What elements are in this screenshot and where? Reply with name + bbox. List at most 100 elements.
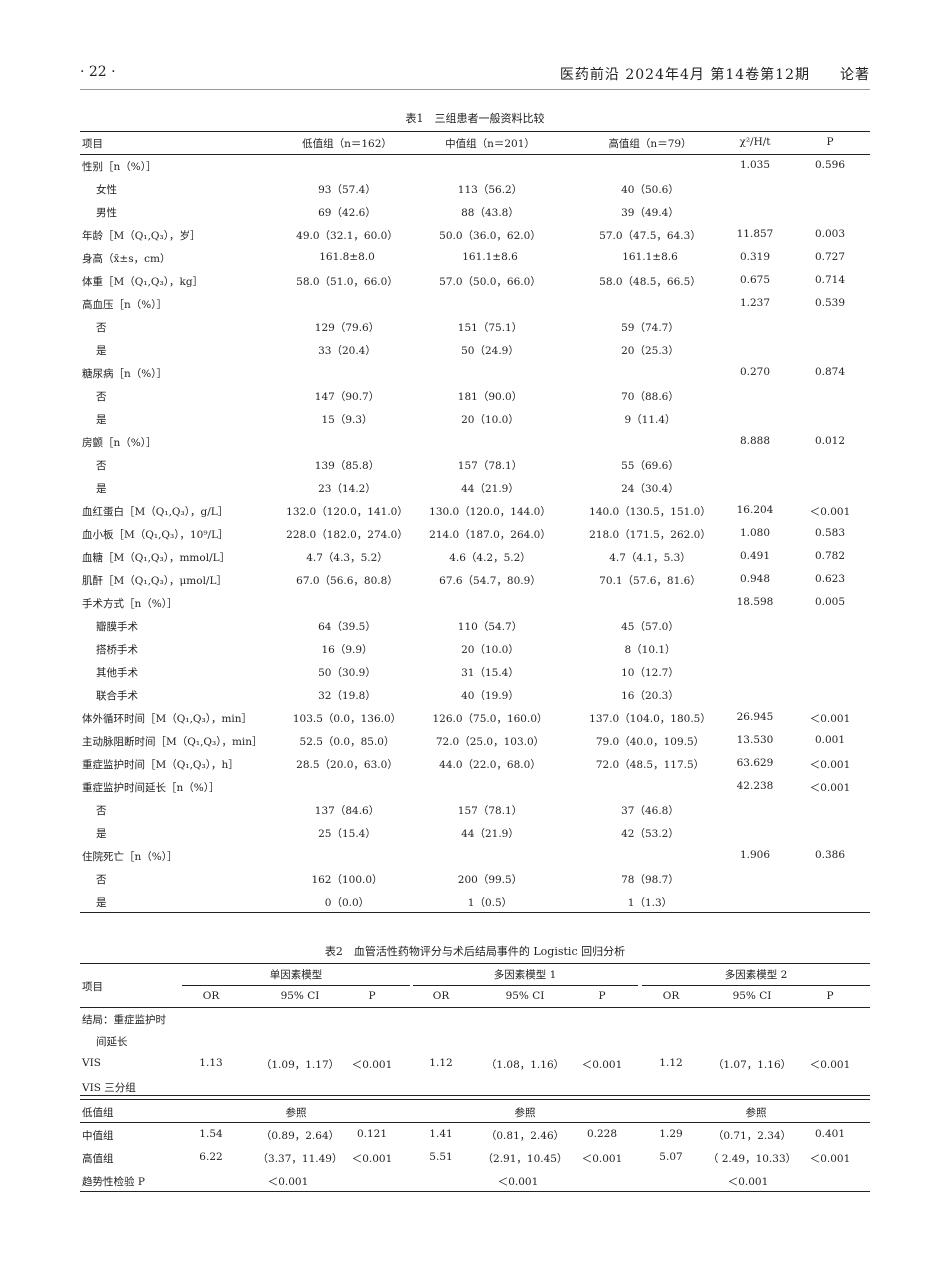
table-cell: 0.003	[814, 228, 846, 240]
reference-cell: 参照	[285, 1107, 307, 1119]
row-label: 中值组	[82, 1130, 114, 1142]
table-cell: 72.0（25.0，103.0）	[435, 736, 545, 748]
table-cell: 39（49.4）	[621, 207, 679, 219]
table-cell: 0.948	[739, 573, 771, 585]
table-cell: 40（19.9）	[461, 690, 519, 702]
table-cell: 0.012	[814, 435, 846, 447]
table2-top-rule	[80, 963, 870, 964]
table-cell: （1.09，1.17）	[260, 1059, 340, 1071]
table-cell: 6.22	[199, 1151, 223, 1163]
table-cell: 1.237	[739, 297, 771, 309]
table-cell: 37（46.8）	[621, 805, 679, 817]
table-cell: 50.0（36.0，62.0）	[439, 230, 541, 242]
row-label: 是	[96, 828, 107, 840]
table-cell: 137（84.6）	[314, 805, 380, 817]
table-cell: 70.1（57.6，81.6）	[599, 575, 701, 587]
table-cell: 228.0（182.0，274.0）	[286, 529, 408, 541]
table-cell: 24（30.4）	[621, 483, 679, 495]
row-label: 低值组	[82, 1107, 114, 1119]
table-cell: 130.0（120.0，144.0）	[429, 506, 551, 518]
column-header: 低值组（n＝162）	[302, 138, 392, 150]
row-label: 高值组	[82, 1153, 114, 1165]
table-cell: 4.7（4.1，5.3）	[609, 552, 691, 564]
column-header: 项目	[82, 138, 103, 150]
table-cell: （0.71，2.34）	[712, 1130, 792, 1142]
header-rule	[80, 89, 870, 90]
table2-bottom-rule	[80, 1191, 870, 1192]
table-cell: 23（14.2）	[318, 483, 376, 495]
table-cell: 40（50.6）	[621, 184, 679, 196]
table-cell: 0.714	[814, 274, 846, 286]
table-cell: 1.13	[199, 1057, 223, 1069]
row-label: VIS 三分组	[82, 1082, 136, 1094]
table-cell: 57.0（47.5，64.3）	[599, 230, 701, 242]
table-cell: 5.51	[429, 1151, 453, 1163]
table-cell: 0.727	[814, 251, 846, 263]
row-label: 搭桥手术	[96, 644, 138, 656]
row-label: 血小板［M（Q₁,Q₃），10⁹/L］	[82, 529, 229, 541]
table-cell: ＜0.001	[581, 1059, 623, 1071]
trend-p-cell: ＜0.001	[497, 1176, 539, 1188]
group-header: 多因素模型 2	[724, 969, 788, 981]
table-cell: 1.12	[429, 1057, 453, 1069]
row-label: 女性	[96, 184, 117, 196]
row-label: 主动脉阻断时间［M（Q₁,Q₃），min］	[82, 736, 263, 748]
table-cell: 162（100.0）	[311, 874, 383, 886]
row-label: 重症监护时间［M（Q₁,Q₃），h］	[82, 759, 239, 771]
table-cell: （1.08，1.16）	[485, 1059, 565, 1071]
row-label: 否	[96, 805, 107, 817]
table-cell: 69（42.6）	[318, 207, 376, 219]
column-header: 95% CI	[732, 990, 772, 1002]
table-cell: 103.5（0.0，136.0）	[292, 713, 402, 725]
row-label: 结局：重症监护时	[82, 1014, 166, 1026]
table-cell: 157（78.1）	[457, 805, 523, 817]
table1-bottom-rule	[80, 912, 870, 913]
table-cell: 1.906	[739, 849, 771, 861]
table-cell: 0.539	[814, 297, 846, 309]
table-cell: ＜0.001	[809, 713, 851, 725]
table-cell: 16.204	[736, 504, 774, 516]
table-cell: 16（9.9）	[321, 644, 373, 656]
table-cell: 72.0（48.5，117.5）	[595, 759, 705, 771]
trend-p-cell: ＜0.001	[267, 1176, 309, 1188]
column-header: P	[368, 990, 376, 1002]
row-label: 联合手术	[96, 690, 138, 702]
table-cell: 18.598	[736, 596, 774, 608]
row-label: 体外循环时间［M（Q₁,Q₃），min］	[82, 713, 253, 725]
table-cell: 1.035	[739, 159, 771, 171]
table-cell: 151（75.1）	[457, 322, 523, 334]
table-cell: （3.37，11.49）	[257, 1153, 343, 1165]
table-cell: 11.857	[736, 228, 774, 240]
row-label: 否	[96, 460, 107, 472]
row-label: 否	[96, 391, 107, 403]
group-rule	[642, 985, 870, 986]
table-cell: 0（0.0）	[324, 897, 370, 909]
table1-top-rule	[80, 131, 870, 132]
table-cell: 0.782	[814, 550, 846, 562]
row-label: 血红蛋白［M（Q₁,Q₃），g/L］	[82, 506, 229, 518]
column-header: 95% CI	[505, 990, 545, 1002]
table-cell: （0.89，2.64）	[260, 1130, 340, 1142]
table2-caption: 表2 血管活性药物评分与术后结局事件的 Logistic 回归分析	[324, 945, 626, 958]
table-cell: 1.29	[659, 1128, 683, 1140]
column-header: P	[826, 990, 834, 1002]
column-header: 项目	[82, 981, 103, 993]
table-cell: （1.07，1.16）	[712, 1059, 792, 1071]
table-cell: （2.91，10.45）	[482, 1153, 568, 1165]
table1-header-rule	[80, 154, 870, 155]
row-label: 房颤［n（%）］	[82, 437, 157, 449]
group-header: 单因素模型	[269, 969, 323, 981]
table-cell: 140.0（130.5，151.0）	[589, 506, 711, 518]
row-label: 否	[96, 322, 107, 334]
table-cell: 15（9.3）	[321, 414, 373, 426]
table-cell: 44（21.9）	[461, 828, 519, 840]
row-label: 住院死亡［n（%）］	[82, 851, 178, 863]
table-cell: ＜0.001	[809, 506, 851, 518]
table-cell: 67.0（56.6，80.8）	[296, 575, 398, 587]
table-cell: 20（25.3）	[621, 345, 679, 357]
trend-p-cell: ＜0.001	[727, 1176, 769, 1188]
table-cell: 0.121	[356, 1128, 388, 1140]
row-label: 体重［M（Q₁,Q₃），kg］	[82, 276, 204, 288]
row-label: 瓣膜手术	[96, 621, 138, 633]
